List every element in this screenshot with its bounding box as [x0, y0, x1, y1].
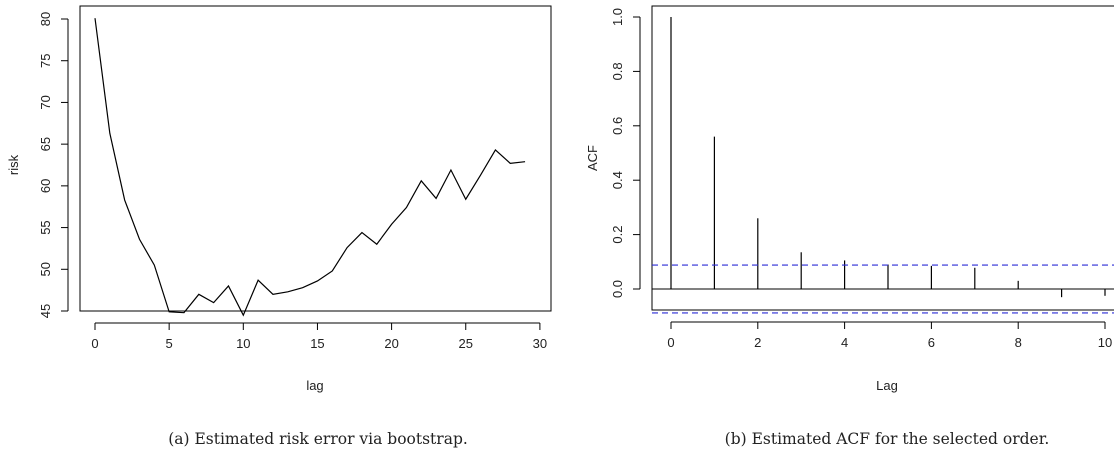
- right-x-tick-label: 0: [667, 335, 674, 350]
- left-x-tick-label: 0: [91, 336, 98, 351]
- right-y-tick-label: 0.0: [610, 280, 625, 298]
- right-x-tick-label: 2: [754, 335, 761, 350]
- left-x-axis-label: lag: [306, 378, 323, 393]
- right-x-axis-label: Lag: [876, 378, 898, 393]
- left-y-tick-label: 80: [38, 12, 53, 26]
- left-y-tick-label: 75: [38, 53, 53, 67]
- right-caption: (b) Estimated ACF for the selected order…: [725, 430, 1050, 448]
- right-y-tick-label: 0.6: [610, 117, 625, 135]
- right-y-tick-label: 0.8: [610, 62, 625, 80]
- right-x-tick-label: 6: [928, 335, 935, 350]
- risk-series-line: [94, 18, 526, 317]
- right-x-tick-label: 8: [1015, 335, 1022, 350]
- right-y-tick-label: 0.4: [610, 171, 625, 189]
- risk-line-chart: 0 5 10 15 20 25 30 45 50 55 60 65 70 75 80 lag risk (…: [6, 5, 552, 448]
- left-x-tick-label: 30: [533, 336, 547, 351]
- left-caption: (a) Estimated risk error via bootstrap.: [168, 430, 468, 448]
- acf-reference-lines: [652, 264, 1114, 314]
- right-y-tick-label: 0.2: [610, 226, 625, 244]
- left-x-tick-label: 10: [236, 336, 250, 351]
- acf-bars: [670, 17, 1106, 298]
- left-y-tick-label: 55: [38, 220, 53, 234]
- right-plot-frame: [651, 5, 1114, 311]
- left-x-tick-label: 15: [310, 336, 324, 351]
- right-y-tick-label: 1.0: [610, 8, 625, 26]
- right-y-axis: 0.0 0.2 0.4 0.6 0.8 1.0: [610, 8, 641, 298]
- left-y-tick-label: 45: [38, 304, 53, 318]
- left-x-tick-label: 5: [166, 336, 173, 351]
- left-y-tick-label: 60: [38, 179, 53, 193]
- left-plot-frame: [79, 5, 552, 312]
- left-x-tick-label: 20: [384, 336, 398, 351]
- right-x-tick-label: 4: [841, 335, 848, 350]
- left-y-tick-label: 70: [38, 95, 53, 109]
- left-x-tick-label: 25: [459, 336, 473, 351]
- left-y-axis: 45 50 55 60 65 70 75 80: [38, 12, 69, 318]
- right-y-axis-label: ACF: [585, 145, 600, 171]
- right-x-tick-label: 10: [1098, 335, 1112, 350]
- left-y-axis-label: risk: [6, 154, 21, 175]
- acf-chart: 0 2 4 6 8 10 0.0 0.2 0.4 0.6 0.8 1.0 Lag ACF (b) E…: [585, 5, 1114, 448]
- left-x-axis: 0 5 10 15 20 25 30: [91, 322, 547, 351]
- left-y-tick-label: 65: [38, 137, 53, 151]
- right-x-axis: 0 2 4 6 8 10: [667, 321, 1112, 350]
- left-y-tick-label: 50: [38, 262, 53, 276]
